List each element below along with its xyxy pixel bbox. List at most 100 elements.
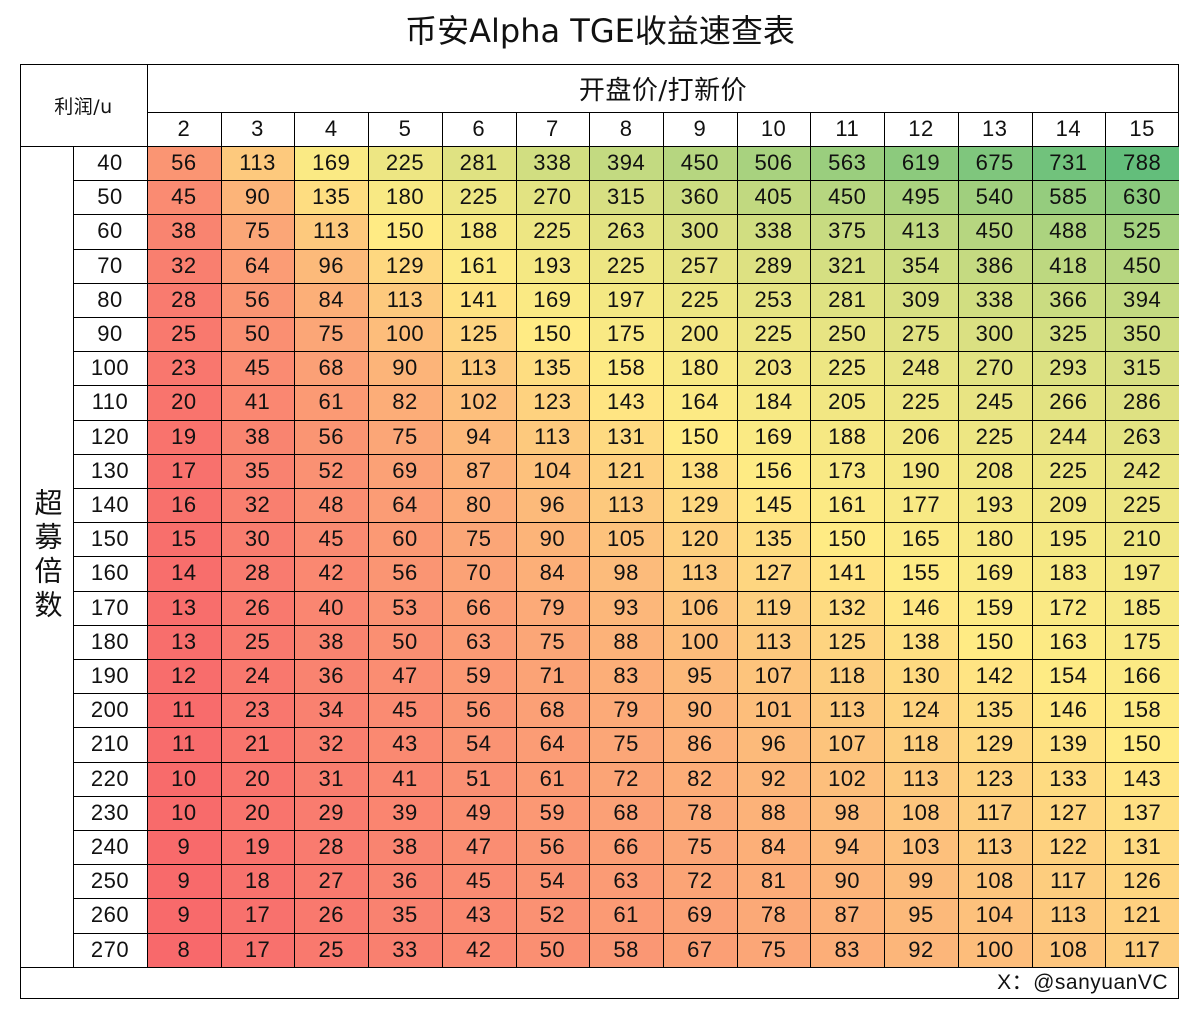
heatmap-cell: 118 xyxy=(810,659,885,694)
heatmap-cell: 35 xyxy=(368,898,442,933)
heatmap-cell: 209 xyxy=(1031,488,1106,523)
heatmap-cell: 108 xyxy=(957,864,1032,899)
row-header: 80 xyxy=(97,286,123,312)
heatmap-cell: 56 xyxy=(220,282,295,317)
heatmap-cell: 113 xyxy=(810,693,885,728)
heatmap-cell: 354 xyxy=(884,248,958,283)
heatmap-cell: 80 xyxy=(441,488,516,523)
heatmap-cell: 25 xyxy=(147,317,221,352)
heatmap-cell: 418 xyxy=(1031,248,1106,283)
row-header: 140 xyxy=(90,492,130,518)
heatmap-cell: 257 xyxy=(663,248,737,283)
heatmap-cell: 225 xyxy=(1105,488,1179,523)
heatmap-cell: 68 xyxy=(515,693,590,728)
heatmap-cell: 146 xyxy=(884,590,958,625)
heatmap-cell: 84 xyxy=(294,282,369,317)
heatmap-cell: 338 xyxy=(736,214,811,249)
heatmap-cell: 95 xyxy=(884,898,958,933)
heatmap-cell: 193 xyxy=(515,248,590,283)
heatmap-cell: 41 xyxy=(220,385,295,420)
grid-line xyxy=(73,830,1179,831)
heatmap-cell: 11 xyxy=(147,693,221,728)
heatmap-cell: 166 xyxy=(1105,659,1179,694)
heatmap-cell: 90 xyxy=(810,864,885,899)
heatmap-cell: 225 xyxy=(589,248,663,283)
grid-line xyxy=(73,214,1179,216)
heatmap-cell: 38 xyxy=(294,624,369,659)
heatmap-cell: 113 xyxy=(589,488,663,523)
heatmap-cell: 25 xyxy=(294,932,369,967)
heatmap-cell: 9 xyxy=(147,864,221,899)
column-header: 5 xyxy=(398,116,412,141)
heatmap-cell: 98 xyxy=(810,795,885,830)
heatmap-cell: 138 xyxy=(663,453,737,488)
heatmap-cell: 98 xyxy=(589,556,663,591)
heatmap-cell: 45 xyxy=(441,864,516,899)
heatmap-cell: 113 xyxy=(1031,898,1106,933)
heatmap-cell: 266 xyxy=(1031,385,1106,420)
grid-line xyxy=(73,522,1179,524)
heatmap-cell: 263 xyxy=(589,214,663,249)
heatmap-cell: 360 xyxy=(663,180,737,215)
heatmap-cell: 43 xyxy=(441,898,516,933)
heatmap-cell: 338 xyxy=(515,146,590,181)
heatmap-cell: 200 xyxy=(663,317,737,352)
heatmap-cell: 121 xyxy=(589,453,663,488)
heatmap-cell: 35 xyxy=(220,453,295,488)
heatmap-cell: 150 xyxy=(368,214,442,249)
column-header: 3 xyxy=(251,116,264,141)
heatmap-cell: 197 xyxy=(1105,556,1179,591)
heatmap-cell: 11 xyxy=(147,727,221,762)
heatmap-cell: 495 xyxy=(884,180,958,215)
heatmap-cell: 281 xyxy=(810,282,885,317)
heatmap-cell: 68 xyxy=(589,795,663,830)
heatmap-cell: 113 xyxy=(736,624,811,659)
heatmap-cell: 300 xyxy=(957,317,1032,352)
heatmap-cell: 90 xyxy=(515,522,590,557)
heatmap-cell: 113 xyxy=(220,146,295,181)
heatmap-cell: 117 xyxy=(1031,864,1106,899)
heatmap-cell: 113 xyxy=(515,419,590,454)
heatmap-cell: 375 xyxy=(810,214,885,249)
grid-line xyxy=(736,112,738,967)
heatmap-cell: 16 xyxy=(147,488,221,523)
heatmap-cell: 15 xyxy=(147,522,221,557)
row-header: 260 xyxy=(90,902,130,928)
heatmap-cell: 394 xyxy=(1105,282,1179,317)
heatmap-cell: 36 xyxy=(294,659,369,694)
heatmap-cell: 92 xyxy=(884,932,958,967)
heatmap-cell: 28 xyxy=(294,830,369,865)
heatmap-cell: 146 xyxy=(1031,693,1106,728)
heatmap-cell: 108 xyxy=(884,795,958,830)
heatmap-cell: 75 xyxy=(736,932,811,967)
heatmap-cell: 172 xyxy=(1031,590,1106,625)
heatmap-cell: 27 xyxy=(294,864,369,899)
row-header: 130 xyxy=(90,457,130,483)
heatmap-cell: 321 xyxy=(810,248,885,283)
heatmap-cell: 366 xyxy=(1031,282,1106,317)
heatmap-cell: 32 xyxy=(294,727,369,762)
row-header-left-line xyxy=(73,146,74,967)
heatmap-cell: 210 xyxy=(1105,522,1179,557)
grid-line xyxy=(73,282,1179,284)
heatmap-cell: 325 xyxy=(1031,317,1106,352)
heatmap-cell: 100 xyxy=(663,624,737,659)
corner-label: 利润/u xyxy=(54,95,113,118)
heatmap-cell: 20 xyxy=(220,795,295,830)
column-header: 10 xyxy=(760,116,787,141)
heatmap-cell: 150 xyxy=(957,624,1032,659)
heatmap-cell: 50 xyxy=(220,317,295,352)
heatmap-cell: 42 xyxy=(294,556,369,591)
heatmap-cell: 563 xyxy=(810,146,885,181)
heatmap-cell: 300 xyxy=(663,214,737,249)
heatmap-cell: 113 xyxy=(957,830,1032,865)
heatmap-cell: 125 xyxy=(810,624,885,659)
row-header: 230 xyxy=(90,799,130,825)
heatmap-cell: 19 xyxy=(147,419,221,454)
heatmap-cell: 17 xyxy=(220,898,295,933)
heatmap-cell: 41 xyxy=(368,761,442,796)
heatmap-cell: 129 xyxy=(957,727,1032,762)
heatmap-cell: 20 xyxy=(147,385,221,420)
heatmap-cell: 731 xyxy=(1031,146,1106,181)
column-header: 15 xyxy=(1129,116,1155,141)
